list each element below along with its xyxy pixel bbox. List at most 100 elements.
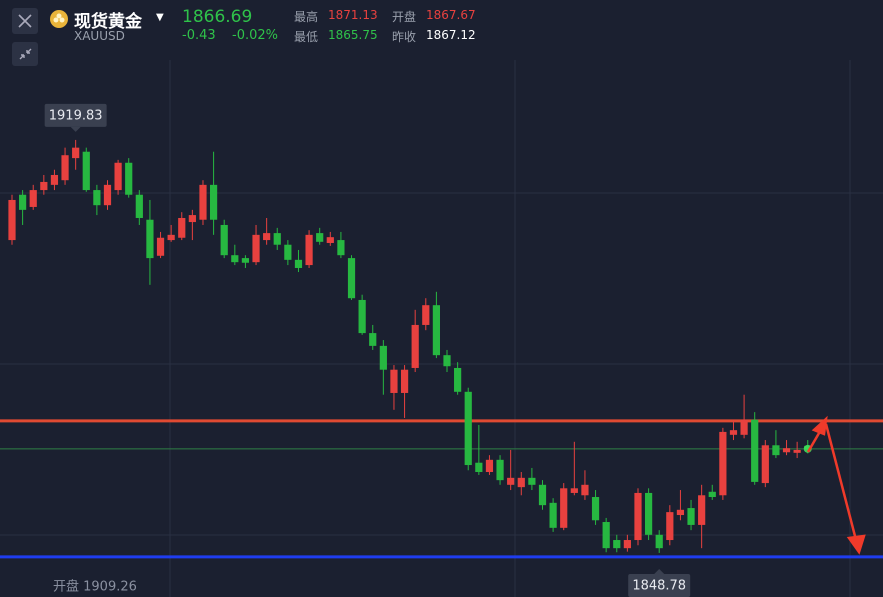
candle-body (8, 199, 16, 241)
price-tag-pointer (70, 126, 81, 132)
candle-body (538, 484, 547, 506)
candle-body (19, 194, 27, 210)
candle-body (167, 234, 175, 241)
candle-body (676, 509, 685, 516)
price-tag-pointer (654, 569, 665, 574)
open-label: 开盘 1909.26 (53, 579, 137, 595)
candle-body (146, 219, 154, 259)
candle-body (103, 184, 112, 206)
candle-body (263, 233, 271, 241)
candle-body (655, 534, 663, 549)
candle-body (496, 459, 504, 481)
candle-body (623, 540, 631, 549)
candle-body (634, 492, 642, 541)
dropdown[interactable]: ▼ (156, 12, 164, 23)
candle-body (379, 345, 387, 370)
candle-body (82, 151, 90, 191)
candle-body (645, 492, 653, 535)
shrink-button[interactable] (12, 42, 38, 66)
candle-body (782, 448, 791, 453)
candle-body (294, 259, 303, 268)
price-tag-text: 1848.78 (632, 579, 686, 594)
candle-body (188, 215, 196, 223)
candle-body (326, 237, 334, 243)
candle-body (560, 488, 568, 528)
grid (0, 60, 883, 597)
candle-body (241, 258, 250, 263)
stat-value: 1871.13 (328, 8, 378, 22)
candle-body (40, 181, 48, 191)
candle-body (29, 190, 37, 207)
candle-body (528, 477, 536, 485)
candle-body (517, 477, 525, 488)
candle-body (411, 324, 419, 368)
candle-body (390, 369, 398, 393)
candle-body (454, 367, 462, 392)
candle-body (687, 508, 695, 525)
shrink-icon (19, 48, 32, 60)
arrow-head (846, 534, 866, 555)
candle-body (751, 419, 759, 482)
candle-body (591, 497, 600, 521)
candle-body (347, 258, 356, 299)
price: 1866.69 (182, 7, 253, 27)
candle-body (358, 299, 366, 334)
candle-body (443, 355, 451, 367)
instrument-name: 现货黄金 (74, 12, 142, 32)
price-tag (44, 103, 107, 127)
candle-body (284, 244, 292, 260)
candle-body (369, 333, 377, 346)
candle-body (740, 419, 748, 435)
candle-body (72, 147, 80, 159)
candle-body (61, 155, 69, 181)
stat-value: 1867.67 (426, 8, 476, 22)
candle-body (432, 305, 440, 356)
stat-label: 开盘 (392, 10, 417, 24)
candle-body (475, 462, 483, 473)
candle-body (772, 445, 780, 456)
candle-body (305, 234, 313, 266)
candle-body (156, 237, 165, 256)
candle-body (698, 495, 706, 525)
candle-body (273, 233, 281, 245)
stat-value: 1867.12 (426, 28, 476, 42)
candle-body (708, 491, 716, 498)
candle-body (549, 502, 557, 528)
close-button[interactable] (12, 8, 38, 34)
candle-body (666, 512, 674, 541)
candle-body (220, 224, 228, 256)
price-tag-text: 1919.83 (49, 108, 103, 123)
candle-body (125, 162, 133, 195)
candle-body (507, 477, 515, 485)
candle-body (422, 305, 430, 325)
candle-body (729, 430, 738, 435)
candle-body (50, 174, 59, 185)
change-percent: -0.02% (232, 28, 278, 43)
candle-body (316, 233, 324, 242)
arrow-head (811, 415, 828, 436)
candle-body (135, 194, 143, 218)
stat-label: 最高 (294, 10, 319, 24)
change: -0.43 (182, 28, 216, 43)
stat-label: 最低 (294, 30, 319, 44)
candle-body (485, 459, 494, 473)
candle-body (613, 540, 621, 549)
drawn-arrows (806, 415, 866, 555)
arrow-line (824, 423, 858, 541)
symbol: XAUUSD (74, 29, 125, 43)
candle-body (570, 488, 578, 493)
candle-body (178, 217, 186, 238)
close-icon (18, 14, 32, 28)
candle-body (464, 391, 472, 466)
candle-body (231, 255, 239, 263)
candle-body (400, 369, 409, 393)
candle-body (581, 484, 589, 496)
candle-body (114, 162, 122, 191)
candle-body (209, 184, 218, 220)
stat-label: 昨收 (392, 30, 417, 44)
stat-value: 1865.75 (328, 28, 378, 42)
candle-body (602, 522, 610, 549)
candle-body (252, 234, 260, 263)
